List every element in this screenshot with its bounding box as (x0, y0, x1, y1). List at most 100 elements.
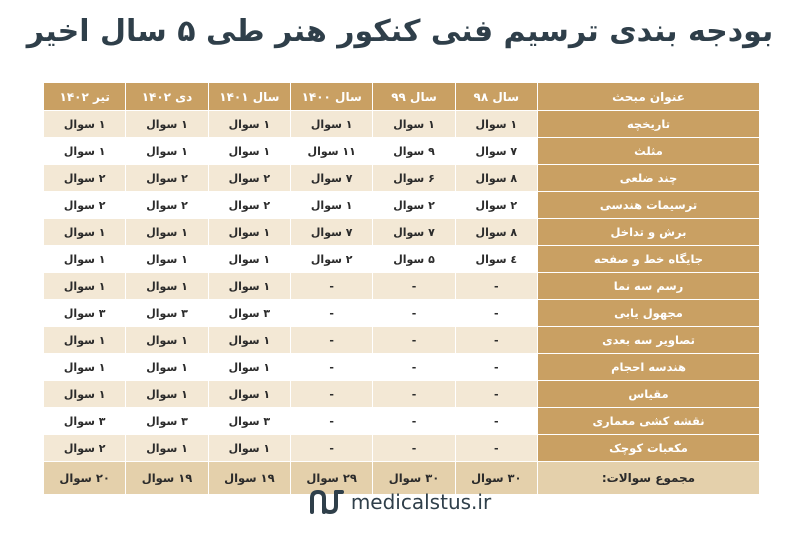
value-cell: ۱ سوال (125, 138, 208, 165)
total-cell: ۳۰ سوال (372, 462, 455, 495)
value-cell: ۱ سوال (125, 246, 208, 273)
value-cell: - (372, 273, 455, 300)
total-row: مجموع سوالات: ۳۰ سوال ۳۰ سوال ۲۹ سوال ۱۹… (43, 462, 759, 495)
topic-cell: رسم سه نما (537, 273, 759, 300)
table-row: جایگاه خط و صفحه ٤ سوال ۵ سوال ۲ سوال ۱ سوال… (43, 246, 759, 273)
value-cell: ۷ سوال (454, 138, 537, 165)
value-cell: ۲ سوال (43, 192, 126, 219)
value-cell: ۲ سوال (454, 192, 537, 219)
value-cell: - (372, 435, 455, 462)
value-cell: ۱ سوال (207, 435, 291, 462)
value-cell: ۹ سوال (372, 138, 455, 165)
table-row: مقیاس - - -۱ سوال ۱ سوال ۱ سوال (43, 381, 759, 408)
value-cell: ۲ سوال (372, 192, 455, 219)
site-url: medicalstus.ir (350, 490, 492, 514)
value-cell: ۱ سوال (207, 138, 291, 165)
column-header-year-1400: سال ۱۴۰۰ (290, 83, 373, 111)
topic-cell: تاریخچه (537, 111, 759, 138)
value-cell: ۱ سوال (125, 111, 208, 138)
value-cell: ۸ سوال (454, 219, 537, 246)
page-title: بودجه بندی ترسیم فنی کنکور هنر طی ۵ سال … (26, 14, 774, 49)
value-cell: ۳ سوال (43, 408, 126, 435)
value-cell: ۱ سوال (125, 327, 208, 354)
topic-cell: ترسیمات هندسی (537, 192, 759, 219)
column-header-year-99: سال ۹۹ (372, 83, 455, 111)
value-cell: - (372, 300, 455, 327)
value-cell: ۱ سوال (43, 273, 126, 300)
table-row: مکعبات کوچک - - -۱ سوال ۱ سوال ۲ سوال (43, 435, 759, 462)
value-cell: - (372, 381, 455, 408)
column-header-year-1401: سال ۱۴۰۱ (207, 83, 291, 111)
table-header-row: عنوان مبحث سال ۹۸ سال ۹۹ سال ۱۴۰۰ سال ۱۴… (43, 83, 759, 111)
value-cell: ۲ سوال (290, 246, 373, 273)
value-cell: ۲ سوال (43, 165, 126, 192)
value-cell: - (454, 408, 537, 435)
value-cell: ۵ سوال (372, 246, 455, 273)
topic-cell: مکعبات کوچک (537, 435, 759, 462)
value-cell: ۱ سوال (43, 327, 126, 354)
footer-brand: medicalstus.ir (0, 488, 800, 516)
table-row: چند ضلعی ۸ سوال ۶ سوال ۷ سوال ۲ سوال ۲ سوال ۲ … (43, 165, 759, 192)
value-cell: ۳ سوال (125, 408, 208, 435)
value-cell: ۱ سوال (125, 435, 208, 462)
value-cell: ۱ سوال (207, 219, 291, 246)
column-header-tir-1402: تیر ۱۴۰۲ (43, 83, 126, 111)
value-cell: - (290, 435, 373, 462)
table-row: هندسه احجام - - -۱ سوال ۱ سوال ۱ سوال (43, 354, 759, 381)
value-cell: - (454, 300, 537, 327)
topic-cell: تصاویر سه بعدی (537, 327, 759, 354)
value-cell: ۱ سوال (43, 381, 126, 408)
topic-cell: چند ضلعی (537, 165, 759, 192)
value-cell: ۲ سوال (207, 165, 291, 192)
value-cell: ۷ سوال (290, 219, 373, 246)
value-cell: ۱ سوال (207, 381, 291, 408)
value-cell: ۲ سوال (125, 165, 208, 192)
value-cell: ۱ سوال (207, 246, 291, 273)
table-row: مجهول یابی - - -۳ سوال ۳ سوال ۳ سوال (43, 300, 759, 327)
value-cell: ۱ سوال (290, 192, 373, 219)
value-cell: ۱ سوال (125, 381, 208, 408)
value-cell: ۱ سوال (125, 354, 208, 381)
total-cell: ۱۹ سوال (125, 462, 208, 495)
value-cell: - (290, 408, 373, 435)
value-cell: ۱ سوال (207, 111, 291, 138)
value-cell: ۱ سوال (454, 111, 537, 138)
value-cell: ۱ سوال (207, 273, 291, 300)
value-cell: ۱ سوال (207, 354, 291, 381)
value-cell: ۷ سوال (290, 165, 373, 192)
table-row: مثلث ۷ سوال ۹ سوال ۱۱ سوال ۱ سوال ۱ سوال ۱ سوا… (43, 138, 759, 165)
medicalstus-logo-icon (309, 489, 344, 515)
value-cell: ۱ سوال (43, 111, 126, 138)
value-cell: ۱ سوال (125, 273, 208, 300)
value-cell: - (454, 354, 537, 381)
value-cell: ۱۱ سوال (290, 138, 373, 165)
value-cell: - (290, 300, 373, 327)
value-cell: - (372, 408, 455, 435)
topic-cell: برش و تداخل (537, 219, 759, 246)
value-cell: ۱ سوال (207, 327, 291, 354)
value-cell: - (454, 435, 537, 462)
topic-cell: مثلث (537, 138, 759, 165)
table-row: برش و تداخل ۸ سوال ۷ سوال ۷ سوال ۱ سوال ۱ سوا… (43, 219, 759, 246)
value-cell: ۳ سوال (207, 408, 291, 435)
budget-table: عنوان مبحث سال ۹۸ سال ۹۹ سال ۱۴۰۰ سال ۱۴… (43, 83, 759, 495)
value-cell: ۲ سوال (207, 192, 291, 219)
value-cell: ۱ سوال (290, 111, 373, 138)
total-cell: ۲۹ سوال (290, 462, 373, 495)
topic-cell: نقشه کشی معماری (537, 408, 759, 435)
total-label: مجموع سوالات: (537, 462, 759, 495)
value-cell: - (290, 354, 373, 381)
column-header-topic: عنوان مبحث (537, 83, 759, 111)
value-cell: - (290, 273, 373, 300)
value-cell: - (372, 327, 455, 354)
value-cell: ٤ سوال (454, 246, 537, 273)
table-row: تاریخچه ۱ سوال ۱ سوال ۱ سوال ۱ سوال ۱ سوال ۱ س… (43, 111, 759, 138)
table-row: نقشه کشی معماری - - -۳ سوال ۳ سوال ۳ سوال (43, 408, 759, 435)
value-cell: - (290, 381, 373, 408)
table-row: ترسیمات هندسی ۲ سوال ۲ سوال ۱ سوال ۲ سوال ۲ س… (43, 192, 759, 219)
value-cell: - (290, 327, 373, 354)
value-cell: ۳ سوال (43, 300, 126, 327)
topic-cell: مقیاس (537, 381, 759, 408)
topic-cell: جایگاه خط و صفحه (537, 246, 759, 273)
table-row: تصاویر سه بعدی - - -۱ سوال ۱ سوال ۱ سوال (43, 327, 759, 354)
